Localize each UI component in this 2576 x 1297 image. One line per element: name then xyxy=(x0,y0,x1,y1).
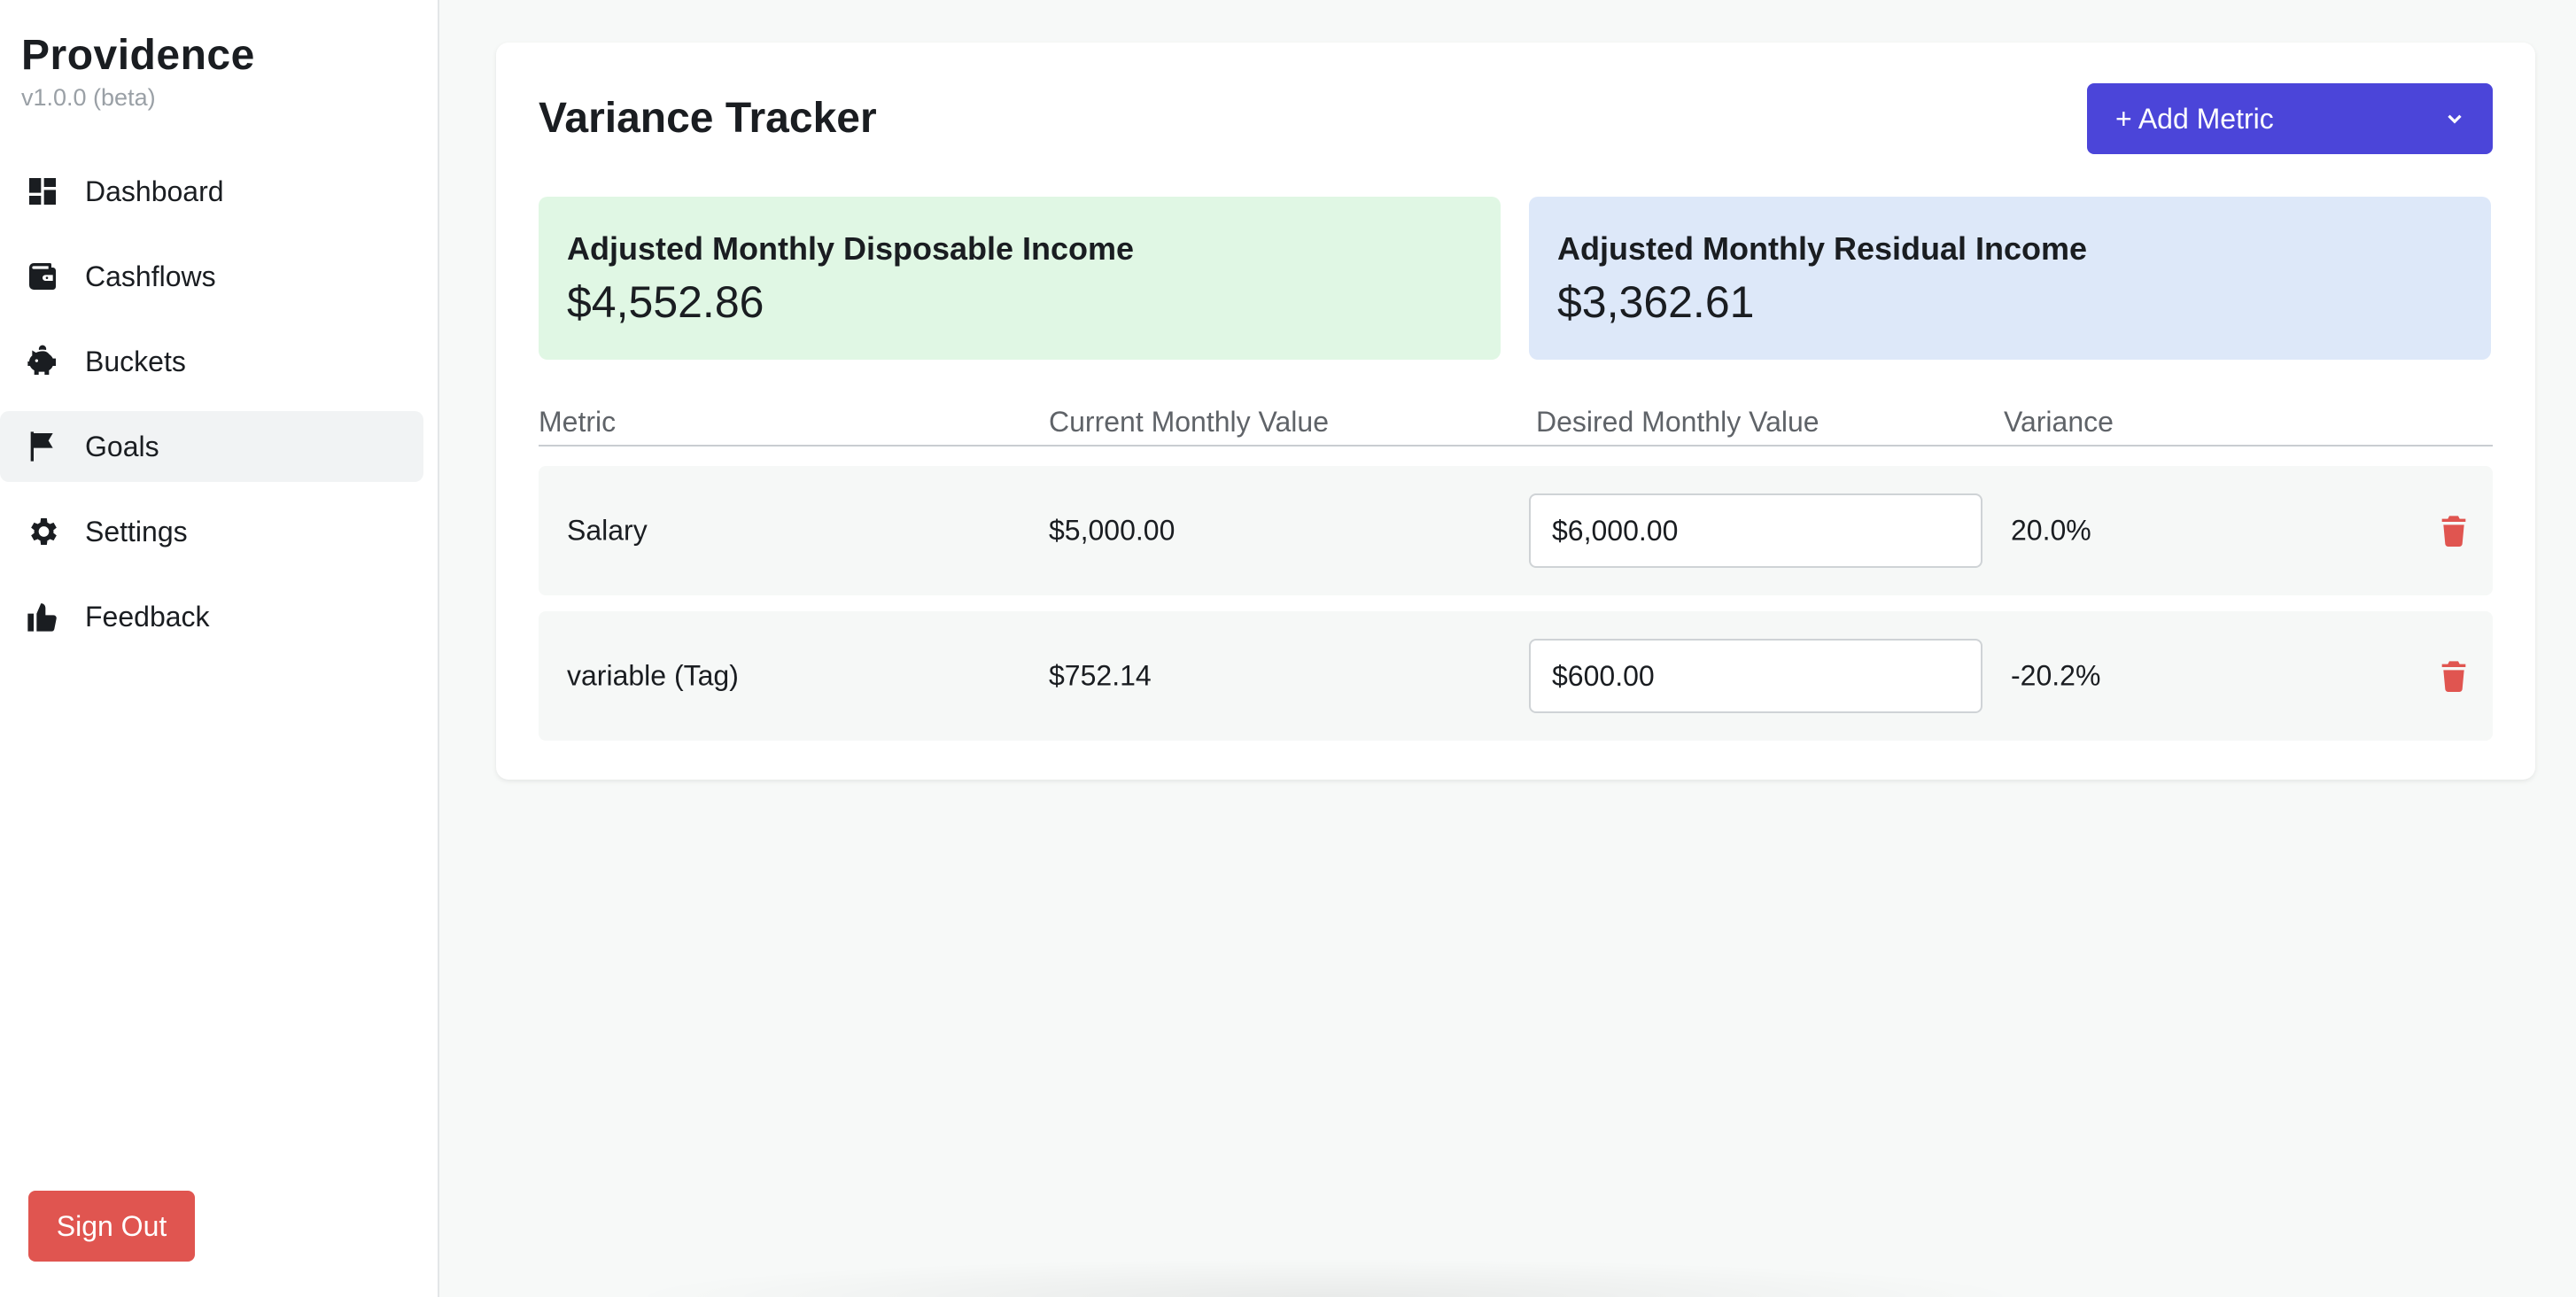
piggy-bank-icon xyxy=(25,344,60,379)
current-value: $752.14 xyxy=(1049,659,1152,692)
sidebar-item-label: Goals xyxy=(85,430,159,462)
desired-value-input[interactable] xyxy=(1529,493,1982,568)
sidebar-item-settings[interactable]: Settings xyxy=(0,496,423,567)
add-metric-button[interactable]: + Add Metric xyxy=(2087,83,2493,154)
sidebar-item-goals[interactable]: Goals xyxy=(0,411,423,482)
residual-income-label: Adjusted Monthly Residual Income xyxy=(1557,230,2088,267)
sidebar-item-dashboard[interactable]: Dashboard xyxy=(0,156,423,227)
column-header-current: Current Monthly Value xyxy=(1049,406,1329,438)
trash-icon[interactable] xyxy=(2434,511,2473,550)
sidebar-nav: Dashboard Cashflows Buckets Goals xyxy=(0,156,423,666)
disposable-income-label: Adjusted Monthly Disposable Income xyxy=(567,230,1135,267)
current-value: $5,000.00 xyxy=(1049,514,1175,547)
residual-income-summary: Adjusted Monthly Residual Income $3,362.… xyxy=(1529,197,2491,360)
flag-icon xyxy=(25,429,60,464)
page-bottom-shadow xyxy=(617,1258,2034,1297)
disposable-income-summary: Adjusted Monthly Disposable Income $4,55… xyxy=(539,197,1501,360)
wallet-icon xyxy=(25,259,60,294)
residual-income-value: $3,362.61 xyxy=(1557,277,1755,327)
main-content: Variance Tracker + Add Metric Adjusted M… xyxy=(439,0,2576,1297)
disposable-income-value: $4,552.86 xyxy=(567,277,764,327)
table-row: Salary $5,000.00 20.0% xyxy=(539,466,2493,595)
thumbs-up-icon xyxy=(25,599,60,634)
sidebar-item-buckets[interactable]: Buckets xyxy=(0,326,423,397)
variance-value: 20.0% xyxy=(2011,514,2091,547)
dashboard-icon xyxy=(25,174,60,209)
app-title: Providence xyxy=(21,32,255,79)
metric-name: variable (Tag) xyxy=(567,659,739,692)
variance-tracker-card: Variance Tracker + Add Metric Adjusted M… xyxy=(496,43,2535,780)
table-header: Metric Current Monthly Value Desired Mon… xyxy=(539,406,2493,447)
sidebar-item-label: Settings xyxy=(85,515,188,548)
sidebar-item-label: Feedback xyxy=(85,600,210,633)
sidebar-item-label: Cashflows xyxy=(85,260,216,292)
sidebar-item-label: Buckets xyxy=(85,345,186,377)
column-header-variance: Variance xyxy=(2004,406,2114,438)
metric-name: Salary xyxy=(567,514,648,547)
add-metric-label: + Add Metric xyxy=(2115,102,2274,135)
column-header-desired: Desired Monthly Value xyxy=(1536,406,1819,438)
sidebar-item-cashflows[interactable]: Cashflows xyxy=(0,241,423,312)
desired-value-input[interactable] xyxy=(1529,639,1982,713)
brand: Providence v1.0.0 (beta) xyxy=(21,30,255,112)
gear-icon xyxy=(25,514,60,549)
variance-value: -20.2% xyxy=(2011,659,2101,692)
column-header-metric: Metric xyxy=(539,406,617,438)
sidebar-item-label: Dashboard xyxy=(85,175,224,207)
app-version: v1.0.0 (beta) xyxy=(21,84,156,111)
trash-icon[interactable] xyxy=(2434,656,2473,695)
chevron-down-icon xyxy=(2448,114,2462,124)
page-title: Variance Tracker xyxy=(539,95,877,142)
sign-out-button[interactable]: Sign Out xyxy=(28,1191,195,1262)
sidebar: Providence v1.0.0 (beta) Dashboard Cashf… xyxy=(0,0,439,1297)
sidebar-item-feedback[interactable]: Feedback xyxy=(0,581,423,652)
table-row: variable (Tag) $752.14 -20.2% xyxy=(539,611,2493,741)
